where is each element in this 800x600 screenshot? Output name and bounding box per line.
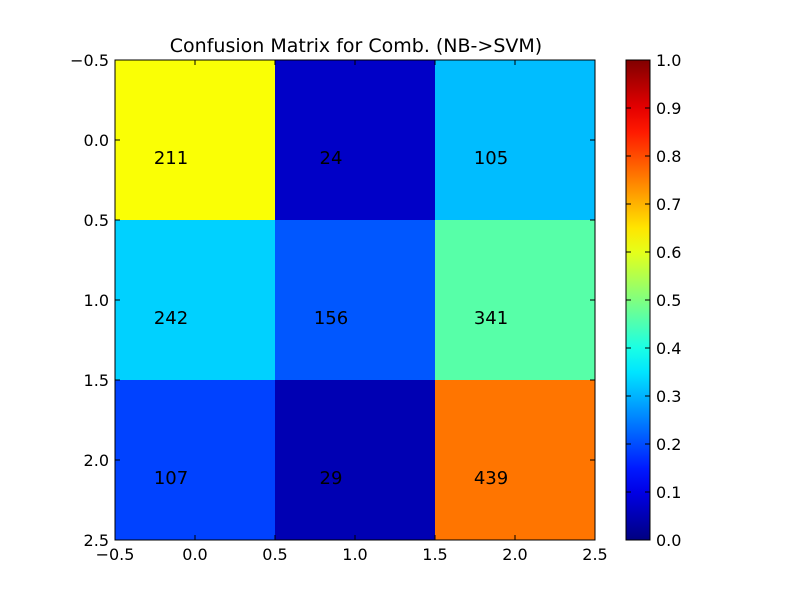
colorbar-tick-label: 0.9 <box>656 99 681 118</box>
heatmap-cell-r2-c2 <box>435 380 595 540</box>
heatmap-cell-r1-c2 <box>435 220 595 380</box>
heatmap-cell-labels: 211 24 105 242 156 341 107 29 439 <box>154 148 508 489</box>
cell-value-r1-c1: 156 <box>314 308 348 329</box>
y-tick-label: 0.0 <box>84 131 109 150</box>
colorbar-tick-label: 0.7 <box>656 195 681 214</box>
heatmap-cell-r1-c0 <box>115 220 275 380</box>
cell-value-r2-c2: 439 <box>474 468 508 489</box>
x-tick-label: 0.0 <box>182 545 207 564</box>
colorbar-tick-label: 0.1 <box>656 483 681 502</box>
cell-value-r2-c0: 107 <box>154 468 188 489</box>
colorbar-tick-label: 0.6 <box>656 243 681 262</box>
colorbar-tick-label: 0.5 <box>656 291 681 310</box>
y-tick-label: 2.0 <box>84 451 109 470</box>
colorbar-tick-label: 0.0 <box>656 531 681 550</box>
x-tick-label: 2.5 <box>582 545 607 564</box>
cell-value-r1-c2: 341 <box>474 308 508 329</box>
y-tick-label: −0.5 <box>70 51 109 70</box>
cell-value-r0-c2: 105 <box>474 148 508 169</box>
heatmap-cell-r0-c1 <box>275 60 435 220</box>
x-tick-label: −0.5 <box>96 545 135 564</box>
colorbar-tick-label: 0.3 <box>656 387 681 406</box>
colorbar-tick-label: 1.0 <box>656 51 681 70</box>
y-tick-label: 1.5 <box>84 371 109 390</box>
x-tick-label: 0.5 <box>262 545 287 564</box>
heatmap-cell-r2-c1 <box>275 380 435 540</box>
plot-axes: −0.5 0.0 0.5 1.0 1.5 2.0 2.5−0.50.00.51.01.52.… <box>70 51 608 564</box>
y-tick-label: 1.0 <box>84 291 109 310</box>
cell-value-r2-c1: 29 <box>320 468 343 489</box>
heatmap-cell-r2-c0 <box>115 380 275 540</box>
y-tick-label: 2.5 <box>84 531 109 550</box>
colorbar: 0.0 0.1 0.2 0.3 0.4 0.5 0.6 0.7 0.8 0.9 1.0 <box>625 51 681 550</box>
heatmap-cell-r0-c0 <box>115 60 275 220</box>
heatmap-cells <box>115 60 595 540</box>
y-tick-label: 0.5 <box>84 211 109 230</box>
x-tick-label: 1.0 <box>342 545 367 564</box>
chart-title: Confusion Matrix for Comb. (NB->SVM) <box>170 35 542 57</box>
heatmap-cell-r1-c1 <box>275 220 435 380</box>
heatmap-cell-r0-c2 <box>435 60 595 220</box>
x-tick-label: 2.0 <box>502 545 527 564</box>
x-tick-label: 1.5 <box>422 545 447 564</box>
colorbar-tick-label: 0.2 <box>656 435 681 454</box>
cell-value-r0-c0: 211 <box>154 148 188 169</box>
cell-value-r1-c0: 242 <box>154 308 188 329</box>
colorbar-tick-label: 0.8 <box>656 147 681 166</box>
cell-value-r0-c1: 24 <box>320 148 343 169</box>
colorbar-tick-label: 0.4 <box>656 339 681 358</box>
